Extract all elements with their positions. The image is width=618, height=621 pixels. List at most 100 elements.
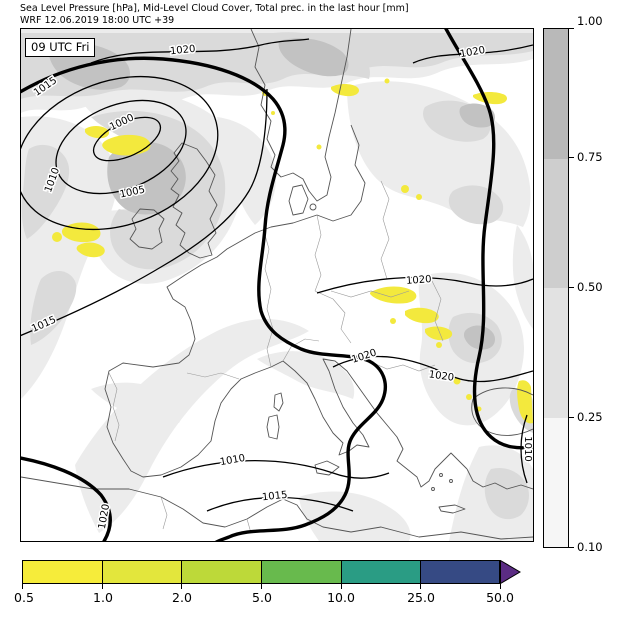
cloud-blob (459, 103, 495, 128)
precip-patch (390, 318, 396, 324)
coastline-path (288, 184, 309, 216)
cloud-blob (278, 38, 349, 77)
colorbar-tick (569, 417, 574, 418)
precip-patch (76, 242, 105, 258)
cloud-blob (21, 144, 70, 239)
precip-patch (331, 84, 359, 97)
precip-colorbar-segment (181, 560, 261, 584)
precip-colorbar-overflow-arrow (500, 560, 521, 584)
isobar-path (90, 38, 310, 64)
cloud-cover-colorbar (543, 28, 569, 548)
isobar-path-thick (21, 456, 112, 541)
border-path (368, 360, 436, 372)
precip-patch (271, 111, 275, 115)
cloud-blob (217, 117, 277, 225)
coastline-path (282, 358, 468, 488)
coastline-path (250, 29, 352, 202)
cloud-blob (75, 318, 309, 533)
colorbar-tick (181, 584, 182, 589)
cloud-blob (107, 141, 186, 215)
border-layer (108, 180, 444, 534)
cloud-colorbar-segment (544, 29, 568, 159)
precip-patch (425, 326, 453, 341)
cloud-colorbar-label: 0.25 (577, 410, 603, 424)
precip-patch (473, 92, 507, 105)
coastline-path (273, 392, 284, 412)
isobar-label: 1010 (219, 453, 246, 468)
precip-colorbar-segment (340, 560, 421, 584)
precip-colorbar-segment (22, 560, 102, 584)
colorbar-tick (569, 28, 574, 29)
isobar-path (21, 88, 268, 337)
isobar-path (21, 75, 219, 231)
border-path (186, 372, 240, 380)
coastline-path (316, 124, 366, 222)
coastline-path (266, 414, 280, 440)
precip-patch (436, 342, 442, 348)
isobar-label: 1020 (170, 44, 196, 58)
cloud-blob (91, 382, 182, 423)
isobar-layer-thick (21, 29, 533, 541)
cloud-colorbar-label: 0.75 (577, 150, 603, 164)
border-path (282, 338, 320, 362)
coastline-path (439, 473, 443, 477)
coastline-path (170, 142, 218, 259)
cloud-blob (21, 33, 533, 99)
precip-patch (384, 78, 390, 84)
precip-patch (466, 394, 472, 400)
cloud-blob (484, 467, 529, 520)
coastline-path (431, 487, 435, 491)
cloud-colorbar-label: 1.00 (577, 14, 603, 28)
map-frame: 1015 1010 1000 1005 1015 1020 1020 1020 … (20, 28, 534, 542)
isobar-path (332, 355, 533, 383)
cloud-blob (512, 225, 533, 329)
cloud-colorbar-label: 0.50 (577, 280, 603, 294)
colorbar-tick (341, 584, 342, 589)
border-path (160, 496, 168, 530)
precip-patch (316, 144, 322, 150)
border-path (430, 278, 444, 342)
coastline-path (472, 387, 533, 400)
border-path (314, 214, 322, 292)
precip-patch (52, 232, 62, 242)
coastline-path (104, 214, 318, 478)
colorbar-tick (102, 584, 103, 589)
cloud-blob (299, 491, 411, 541)
isobar-label: 1020 (406, 274, 432, 287)
precip-colorbar-segment (101, 560, 182, 584)
precip-colorbar-segment (260, 560, 341, 584)
coastline-path (314, 460, 340, 476)
cloud-colorbar-segment (544, 158, 568, 288)
cloud-cover-layer (21, 29, 533, 541)
coastline-path (449, 479, 453, 483)
precip-colorbar-label: 50.0 (486, 590, 514, 605)
coastline-path (309, 203, 317, 211)
precipitation-layer (52, 78, 533, 424)
isobar-label: 1015 (262, 490, 288, 504)
precip-colorbar-label: 2.0 (172, 590, 192, 605)
coastline-path (21, 476, 533, 540)
colorbar-tick (569, 157, 574, 158)
valid-time-label: 09 UTC Fri (25, 38, 96, 57)
isobar-path (92, 116, 162, 162)
coastline-path (438, 504, 466, 514)
colorbar-tick (261, 584, 262, 589)
colorbar-tick (500, 584, 501, 589)
colorbar-tick (22, 584, 23, 589)
precip-patch (102, 134, 151, 156)
coastline-layer (21, 29, 533, 540)
isobar-path-thick (21, 56, 388, 541)
colorbar-tick (569, 287, 574, 288)
border-path (314, 290, 352, 344)
precip-colorbar-label: 1.0 (93, 590, 113, 605)
colorbar-tick (569, 547, 574, 548)
map-title: Sea Level Pressure [hPa], Mid-Level Clou… (20, 3, 409, 14)
isobar-label: 1010 (522, 436, 533, 461)
coastline-path (129, 208, 165, 250)
cloud-blob (257, 351, 355, 399)
precipitation-colorbar (22, 560, 500, 584)
cloud-colorbar-segment (544, 288, 568, 418)
border-path (264, 234, 274, 368)
precip-colorbar-label: 10.0 (327, 590, 355, 605)
precip-patch (517, 380, 533, 424)
